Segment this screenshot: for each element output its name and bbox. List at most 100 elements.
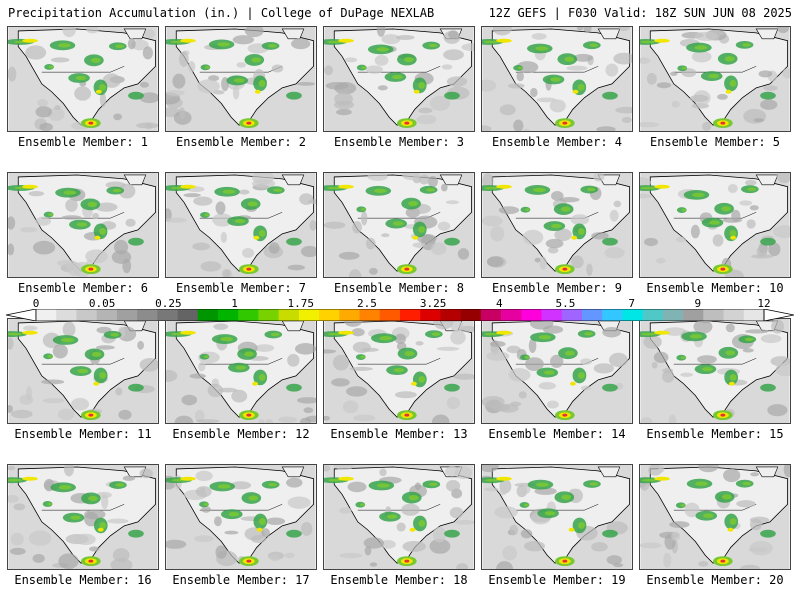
colorbar-swatch <box>76 309 97 321</box>
ensemble-member-panel-15: Ensemble Member: 15 <box>639 318 791 441</box>
colorbar-swatch <box>460 309 482 321</box>
member-caption: Ensemble Member: 11 <box>14 427 152 441</box>
colorbar-tick-label: 0.05 <box>88 297 116 310</box>
ensemble-member-panel-16: Ensemble Member: 16 <box>7 464 159 587</box>
colorbar-tick-label: 4 <box>495 297 503 310</box>
precip-map-9 <box>481 172 633 278</box>
colorbar-swatch <box>238 309 259 321</box>
colorbar-swatch <box>662 309 684 321</box>
colorbar-swatch <box>96 309 118 321</box>
colorbar-swatch <box>56 309 77 321</box>
member-caption: Ensemble Member: 17 <box>172 573 310 587</box>
ensemble-member-panel-9: Ensemble Member: 9 <box>481 172 633 295</box>
colorbar-tick-label: 7 <box>628 297 635 310</box>
colorbar-swatch <box>420 309 441 321</box>
precip-map-4 <box>481 26 633 132</box>
colorbar-swatch <box>339 309 360 321</box>
member-caption: Ensemble Member: 3 <box>333 135 465 149</box>
colorbar-swatch <box>683 309 704 321</box>
colorbar-tick-label: 0 <box>32 297 40 310</box>
colorbar-tick-label: 5.5 <box>555 297 576 310</box>
colorbar-swatch <box>218 309 239 321</box>
colorbar-swatch <box>197 309 219 321</box>
colorbar-swatch <box>319 309 340 321</box>
ensemble-member-panel-19: Ensemble Member: 19 <box>481 464 633 587</box>
ensemble-member-panel-18: Ensemble Member: 18 <box>323 464 475 587</box>
member-caption: Ensemble Member: 9 <box>491 281 623 295</box>
precip-map-18 <box>323 464 475 570</box>
precip-map-19 <box>481 464 633 570</box>
precip-map-14 <box>481 318 633 424</box>
precip-map-17 <box>165 464 317 570</box>
colorbar-swatch <box>501 309 522 321</box>
ensemble-member-panel-14: Ensemble Member: 14 <box>481 318 633 441</box>
ensemble-member-panel-12: Ensemble Member: 12 <box>165 318 317 441</box>
member-caption: Ensemble Member: 6 <box>17 281 149 295</box>
precip-map-12 <box>165 318 317 424</box>
colorbar-swatch <box>561 309 583 321</box>
member-caption: Ensemble Member: 7 <box>175 281 307 295</box>
colorbar-swatch <box>278 309 300 321</box>
member-caption: Ensemble Member: 4 <box>491 135 623 149</box>
colorbar-tick-label: 3.25 <box>419 297 447 310</box>
colorbar-tick-label: 1.75 <box>287 297 314 310</box>
ensemble-member-panel-17: Ensemble Member: 17 <box>165 464 317 587</box>
ensemble-member-panel-4: Ensemble Member: 4 <box>481 26 633 149</box>
ensemble-member-panel-7: Ensemble Member: 7 <box>165 172 317 295</box>
precip-map-11 <box>7 318 159 424</box>
member-caption: Ensemble Member: 15 <box>646 427 784 441</box>
member-caption: Ensemble Member: 5 <box>649 135 781 149</box>
member-caption: Ensemble Member: 8 <box>333 281 465 295</box>
precip-map-1 <box>7 26 159 132</box>
ensemble-member-panel-5: Ensemble Member: 5 <box>639 26 791 149</box>
member-caption: Ensemble Member: 19 <box>488 573 626 587</box>
ensemble-member-panel-3: Ensemble Member: 3 <box>323 26 475 149</box>
colorbar-swatch <box>582 309 603 321</box>
colorbar-right-arrow <box>763 309 794 321</box>
ensemble-member-panel-8: Ensemble Member: 8 <box>323 172 475 295</box>
member-caption: Ensemble Member: 16 <box>14 573 152 587</box>
colorbar-swatch <box>177 309 199 321</box>
colorbar-swatch <box>602 309 623 321</box>
precip-map-10 <box>639 172 791 278</box>
ensemble-member-panel-11: Ensemble Member: 11 <box>7 318 159 441</box>
ensemble-member-panel-10: Ensemble Member: 10 <box>639 172 791 295</box>
colorbar-swatch <box>440 309 461 321</box>
member-caption: Ensemble Member: 13 <box>330 427 468 441</box>
ensemble-member-panel-6: Ensemble Member: 6 <box>7 172 159 295</box>
precip-map-20 <box>639 464 791 570</box>
member-caption: Ensemble Member: 12 <box>172 427 310 441</box>
colorbar-scale <box>6 309 794 321</box>
product-title: Precipitation Accumulation (in.) | Colle… <box>8 6 435 20</box>
colorbar-swatch <box>703 309 724 321</box>
member-caption: Ensemble Member: 18 <box>330 573 468 587</box>
ensemble-member-panel-1: Ensemble Member: 1 <box>7 26 159 149</box>
colorbar: 0 0.05 0.25 1 1.75 2.5 3.25 4 5.5 7 9 12 <box>6 297 794 321</box>
member-caption: Ensemble Member: 2 <box>175 135 307 149</box>
precip-map-5 <box>639 26 791 132</box>
ensemble-member-panel-2: Ensemble Member: 2 <box>165 26 317 149</box>
colorbar-swatch <box>137 309 158 321</box>
colorbar-swatch <box>480 309 502 321</box>
colorbar-tick-label: 9 <box>694 297 702 310</box>
colorbar-swatch <box>298 309 320 321</box>
colorbar-swatch <box>642 309 664 321</box>
colorbar-swatch <box>723 309 745 321</box>
precip-map-13 <box>323 318 475 424</box>
colorbar-swatch <box>157 309 178 321</box>
colorbar-left-arrow <box>6 309 37 321</box>
colorbar-swatch <box>36 309 57 321</box>
precip-map-3 <box>323 26 475 132</box>
colorbar-swatch <box>116 309 138 321</box>
colorbar-swatch <box>400 309 421 321</box>
colorbar-swatch <box>521 309 542 321</box>
colorbar-swatch <box>622 309 643 321</box>
precip-map-6 <box>7 172 159 278</box>
ensemble-member-panel-20: Ensemble Member: 20 <box>639 464 791 587</box>
precip-map-8 <box>323 172 475 278</box>
colorbar-swatch <box>541 309 563 321</box>
colorbar-tick-label: 0.25 <box>155 297 182 310</box>
member-caption: Ensemble Member: 10 <box>646 281 784 295</box>
ensemble-member-panel-13: Ensemble Member: 13 <box>323 318 475 441</box>
colorbar-swatch <box>743 309 765 321</box>
